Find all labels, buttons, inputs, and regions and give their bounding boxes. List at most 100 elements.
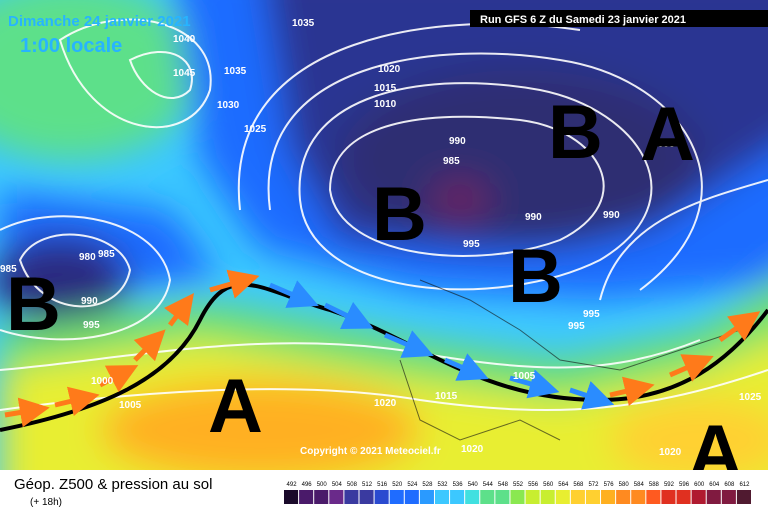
colorbar-cell xyxy=(389,490,404,504)
colorbar-cell xyxy=(359,490,374,504)
pressure-center: B xyxy=(508,234,563,319)
colorbar-label: 492 xyxy=(287,482,298,488)
colorbar-cell xyxy=(570,490,585,504)
isobar-label: 995 xyxy=(658,139,675,150)
isobar-label: 995 xyxy=(463,239,480,250)
run: Run GFS 6 Z du Samedi 23 janvier 2021 xyxy=(480,14,686,26)
colorbar-cell xyxy=(616,490,631,504)
isobar-label: 1020 xyxy=(461,444,484,455)
colorbar-label: 528 xyxy=(422,482,433,488)
colorbar-cell xyxy=(419,490,434,504)
colorbar-cell xyxy=(344,490,359,504)
isobar-label: 990 xyxy=(525,212,542,223)
pressure-center: B xyxy=(372,172,427,257)
colorbar-cell xyxy=(510,490,525,504)
run-box xyxy=(470,10,768,27)
colorbar-cell xyxy=(676,490,691,504)
pressure-center: B xyxy=(6,262,61,347)
colorbar-label: 536 xyxy=(453,482,464,488)
colorbar-cell xyxy=(706,490,721,504)
date: Dimanche 24 janvier 2021 xyxy=(8,13,191,30)
isobar-label: 980 xyxy=(79,252,96,263)
colorbar-cell xyxy=(585,490,601,504)
colorbar: 492 496 500 504 508 512 516 520 524 528 532 536 540 5… xyxy=(284,482,751,504)
colorbar-label: 612 xyxy=(739,482,750,488)
colorbar-label: 540 xyxy=(468,482,479,488)
colorbar-label: 600 xyxy=(694,482,705,488)
colorbar-label: 560 xyxy=(543,482,554,488)
isobar-label: 1035 xyxy=(292,18,315,29)
colorbar-label: 608 xyxy=(724,482,735,488)
colorbar-cell xyxy=(329,490,344,504)
colorbar-cell xyxy=(525,490,540,504)
colorbar-cell xyxy=(601,490,616,504)
colorbar-cell xyxy=(480,490,495,504)
time: 1:00 locale xyxy=(20,35,122,57)
isobar-label: 990 xyxy=(603,210,620,221)
colorbar-label: 592 xyxy=(664,482,675,488)
colorbar-label: 572 xyxy=(588,482,599,488)
isobar-label: 995 xyxy=(568,321,585,332)
colorbar-cell xyxy=(299,490,314,504)
colorbar-label: 524 xyxy=(407,482,418,488)
isobar-label: 985 xyxy=(0,264,17,275)
colorbar-cell xyxy=(631,490,646,504)
lead: (+ 18h) xyxy=(30,497,62,508)
isobar-label: 1035 xyxy=(224,66,247,77)
isobar-label: 995 xyxy=(583,309,600,320)
colorbar-label: 552 xyxy=(513,482,524,488)
isobar-label: 985 xyxy=(98,249,115,260)
colorbar-cell xyxy=(434,490,450,504)
colorbar-label: 588 xyxy=(649,482,660,488)
colorbar-label: 496 xyxy=(302,482,313,488)
colorbar-label: 504 xyxy=(332,482,343,488)
colorbar-cell xyxy=(555,490,570,504)
colorbar-cell xyxy=(404,490,419,504)
colorbar-cell xyxy=(284,490,299,504)
copyright: Copyright © 2021 Meteociel.fr xyxy=(300,446,441,457)
pressure-center: A xyxy=(208,364,263,449)
colorbar-cell xyxy=(540,490,555,504)
isobar-label: 995 xyxy=(83,320,100,331)
isobar-label: 1025 xyxy=(244,124,267,135)
colorbar-cell xyxy=(646,490,661,504)
colorbar-cell xyxy=(450,490,465,504)
isobar-label: 990 xyxy=(449,136,466,147)
isobar-label: 1010 xyxy=(374,99,397,110)
colorbar-label: 580 xyxy=(619,482,630,488)
colorbar-label: 584 xyxy=(634,482,645,488)
colorbar-label: 576 xyxy=(604,482,615,488)
colorbar-label: 556 xyxy=(528,482,539,488)
isobar-label: 1005 xyxy=(513,371,536,382)
pressure-center: A xyxy=(640,92,695,177)
colorbar-cell xyxy=(721,490,736,504)
pressure-center: B xyxy=(548,90,603,175)
colorbar-label: 532 xyxy=(438,482,449,488)
isobar-label: 985 xyxy=(443,156,460,167)
isobar-label: 990 xyxy=(81,296,98,307)
isobar-label: 1025 xyxy=(739,392,762,403)
colorbar-label: 596 xyxy=(679,482,690,488)
colorbar-label: 544 xyxy=(483,482,494,488)
colorbar-label: 512 xyxy=(362,482,373,488)
colorbar-label: 508 xyxy=(347,482,358,488)
pressure-center: A xyxy=(688,410,743,495)
isobar-label: 1015 xyxy=(435,391,458,402)
colorbar-cell xyxy=(314,490,329,504)
isobar-label: 1020 xyxy=(378,64,401,75)
isobar-label: 1020 xyxy=(374,398,397,409)
colorbar-cell xyxy=(465,490,480,504)
isobar-label: 1005 xyxy=(119,400,142,411)
isobar-label: 1045 xyxy=(173,68,196,79)
colorbar-cell xyxy=(661,490,676,504)
colorbar-cell xyxy=(495,490,510,504)
footer-title: Géop. Z500 & pression au sol xyxy=(14,476,212,493)
colorbar-cell xyxy=(736,490,751,504)
colorbar-label: 568 xyxy=(573,482,584,488)
colorbar-label: 520 xyxy=(392,482,403,488)
colorbar-cell xyxy=(374,490,389,504)
colorbar-label: 564 xyxy=(558,482,569,488)
colorbar-label: 604 xyxy=(709,482,720,488)
